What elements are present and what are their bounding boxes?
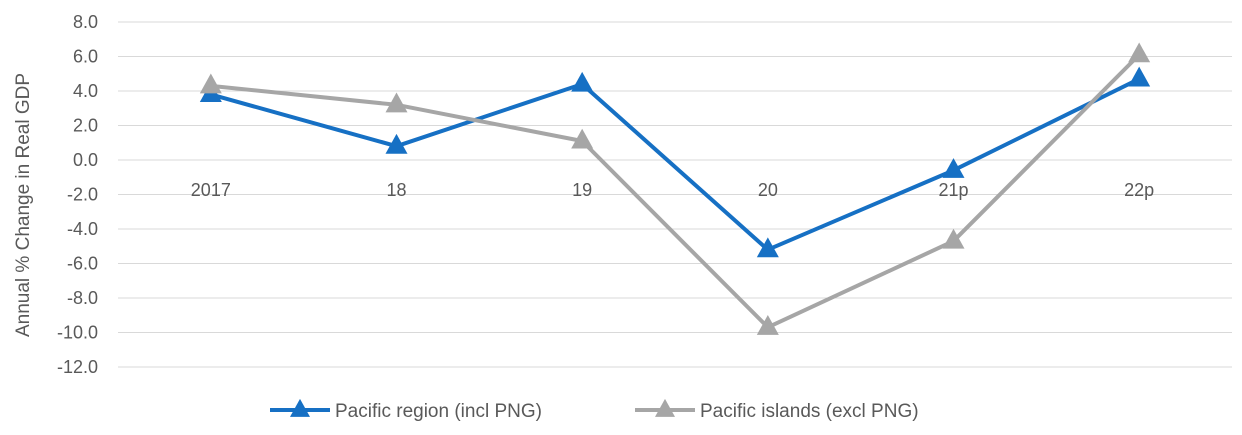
data-point-marker: [199, 73, 222, 94]
x-tick-label: 2017: [191, 180, 231, 200]
x-tick-label: 21p: [938, 180, 968, 200]
legend-label: Pacific islands (excl PNG): [700, 401, 919, 422]
legend-marker: [655, 398, 675, 417]
data-point-marker: [756, 315, 779, 335]
y-tick-label: -6.0: [67, 254, 98, 274]
data-point-marker: [1128, 66, 1151, 87]
series-line: [210, 77, 1141, 252]
series: [199, 42, 1151, 335]
y-tick-label: 8.0: [73, 12, 98, 32]
series-line: [210, 53, 1141, 330]
data-point-marker: [385, 133, 408, 154]
data-point-marker: [571, 128, 594, 149]
gridlines: [118, 21, 1232, 368]
y-tick-label: 4.0: [73, 81, 98, 101]
y-axis-title: Annual % Change in Real GDP: [13, 73, 34, 337]
data-point-marker: [942, 158, 965, 178]
x-tick-label: 20: [758, 180, 778, 200]
y-tick-label: -8.0: [67, 288, 98, 308]
data-point-marker: [385, 92, 408, 113]
legend-item: Pacific region (incl PNG): [270, 398, 542, 422]
y-tick-label: 6.0: [73, 47, 98, 67]
data-point-marker: [756, 237, 779, 258]
series-2: [199, 42, 1151, 335]
x-tick-label: 22p: [1124, 180, 1154, 200]
data-point-marker: [1128, 42, 1151, 63]
x-tick-label: 19: [572, 180, 592, 200]
data-point-marker: [942, 228, 965, 249]
legend: Pacific region (incl PNG) Pacific islands…: [270, 398, 919, 422]
x-axis: 2017 18 19 20 21p 22p: [191, 180, 1154, 200]
series-1: [199, 66, 1151, 258]
y-tick-label: -2.0: [67, 185, 98, 205]
legend-item: Pacific islands (excl PNG): [635, 398, 919, 422]
legend-marker: [290, 398, 310, 417]
y-tick-label: -10.0: [57, 323, 98, 343]
y-tick-label: -12.0: [57, 357, 98, 377]
y-tick-label: 0.0: [73, 150, 98, 170]
y-tick-label: 2.0: [73, 116, 98, 136]
y-tick-label: -4.0: [67, 219, 98, 239]
x-tick-label: 18: [386, 180, 406, 200]
data-point-marker: [571, 71, 594, 92]
y-axis: 8.0 6.0 4.0 2.0 0.0 -2.0 -4.0 -6.0 -8.0 -10.0 -12.…: [57, 12, 98, 377]
legend-label: Pacific region (incl PNG): [335, 401, 542, 422]
